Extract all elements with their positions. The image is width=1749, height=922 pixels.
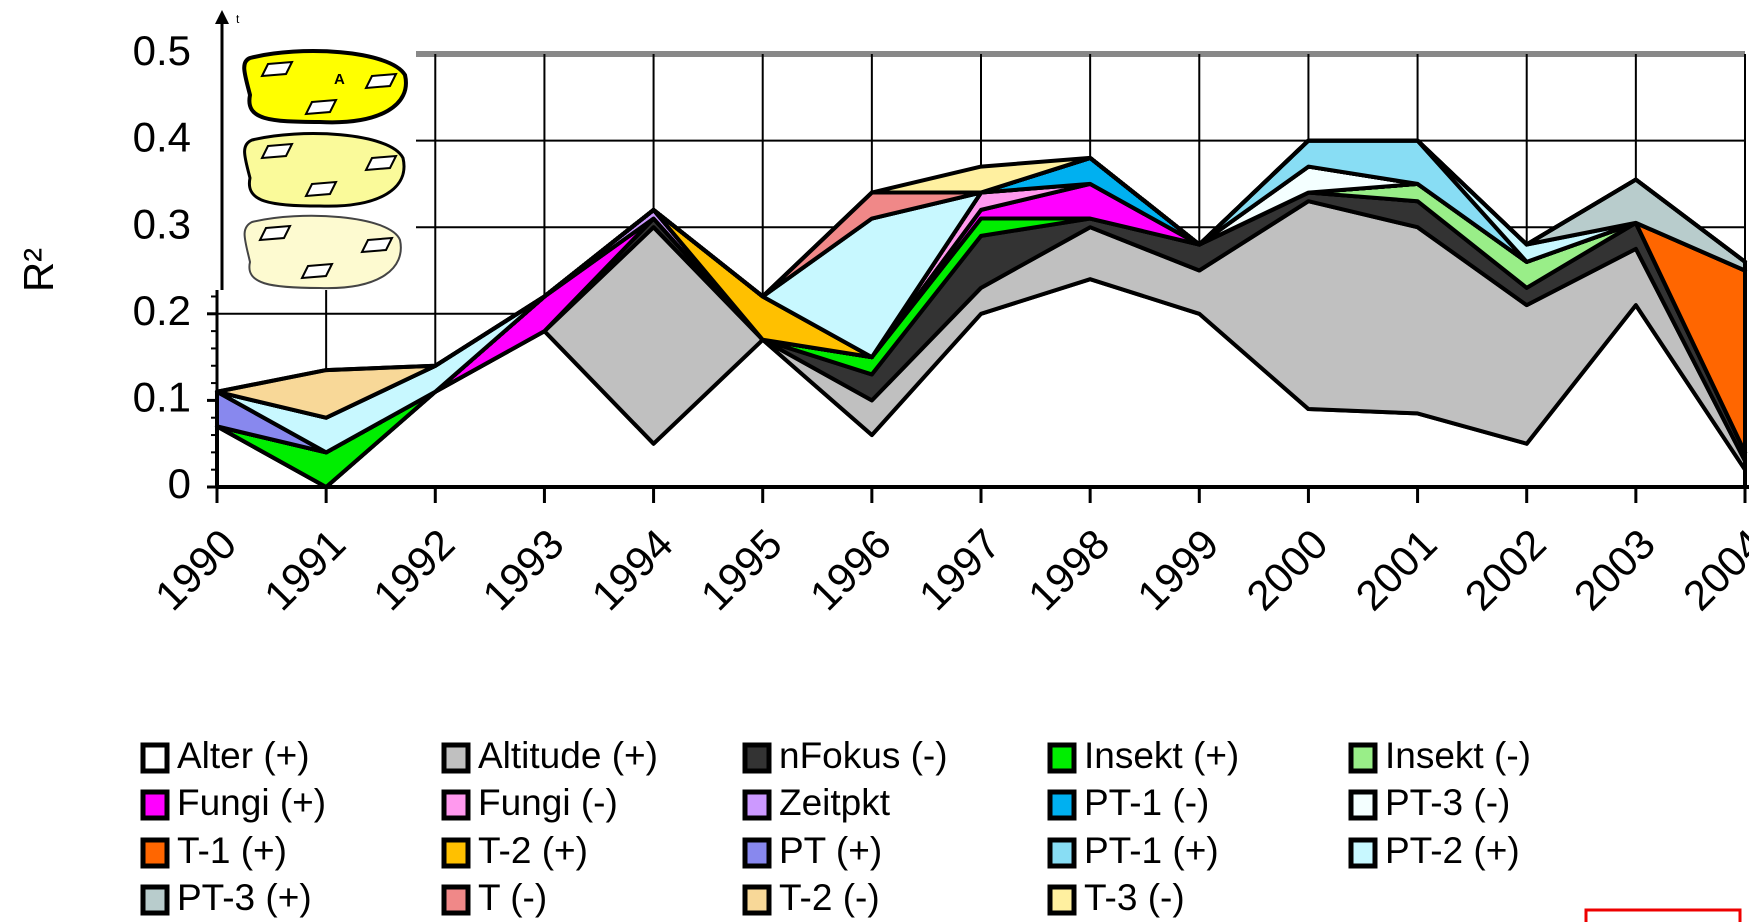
legend-label: PT-1 (-) [1084,782,1209,823]
x-tick-label: 2001 [1346,520,1445,619]
y-axis-label: R² [15,248,62,292]
x-tick-label: 1998 [1019,520,1118,619]
legend-swatch [1047,742,1077,774]
x-tick-label: 2003 [1565,520,1664,619]
legend-swatch [441,837,471,869]
legend-label: Zeitpkt [779,782,891,823]
legend-swatch [140,884,170,916]
legend-label: Fungi (+) [177,782,326,823]
legend-label: T-3 (-) [1084,877,1185,918]
inset-axis-label: t [236,12,240,26]
legend-label: T-2 (-) [779,877,880,918]
legend-swatch [742,884,772,916]
legend-swatch [1047,789,1077,821]
legend-label: Altitude (+) [478,735,658,776]
legend-label: PT-3 (+) [177,877,312,918]
legend-swatch [1047,884,1077,916]
y-tick-label: 0.5 [133,27,191,74]
x-tick-label: 2000 [1237,520,1336,619]
legend-label: PT-3 (-) [1385,782,1510,823]
legend-swatch [441,789,471,821]
x-tick-label: 1995 [692,520,791,619]
x-tick-label: 1990 [146,520,245,619]
legend-label: Insekt (-) [1385,735,1531,776]
x-tick-label: 1992 [364,520,463,619]
legend-label: T-1 (+) [177,830,287,871]
y-tick-label: 0.4 [133,114,191,161]
legend-swatch [441,884,471,916]
highlight-box [1584,908,1742,922]
legend-label: Alter (+) [177,735,310,776]
x-tick-label: 1999 [1128,520,1227,619]
legend-label: nFokus (-) [779,735,948,776]
y-tick-label: 0 [168,460,191,507]
legend-swatch [140,837,170,869]
legend-label: Fungi (-) [478,782,618,823]
y-tick-label: 0.3 [133,200,191,247]
legend-label: PT-2 (+) [1385,830,1520,871]
inset-patches [258,60,398,280]
inset: t A [206,8,416,290]
legend-swatch [1348,837,1378,869]
y-tick-label: 0.2 [133,287,191,334]
plot-area [207,50,1749,503]
area [215,138,1747,394]
y-tick-label: 0.1 [133,373,191,420]
inset-label: A [334,71,345,88]
legend-swatch [742,742,772,774]
legend-swatch [140,789,170,821]
legend-swatch [140,742,170,774]
legend-swatch [441,742,471,774]
inset-arrowhead [215,10,229,24]
legend: Alter (+) Altitude (+) nFokus (-) Insekt (+… [140,735,1531,918]
x-tick-label: 1991 [255,520,354,619]
x-tick-label: 1993 [473,520,572,619]
x-tick-label: 1996 [801,520,900,619]
legend-label: T (-) [478,877,547,918]
legend-swatch [1348,789,1378,821]
legend-label: PT (+) [779,830,882,871]
x-tick-label: 2004 [1674,520,1749,619]
legend-swatch [1047,837,1077,869]
x-tick-label: 2002 [1456,520,1555,619]
legend-label: Insekt (+) [1084,735,1239,776]
legend-label: T-2 (+) [478,830,588,871]
legend-swatch [742,837,772,869]
legend-swatch [742,789,772,821]
x-tick-label: 1997 [910,520,1009,619]
legend-label: PT-1 (+) [1084,830,1219,871]
legend-swatch [1348,742,1378,774]
x-tick-label: 1994 [582,520,681,619]
